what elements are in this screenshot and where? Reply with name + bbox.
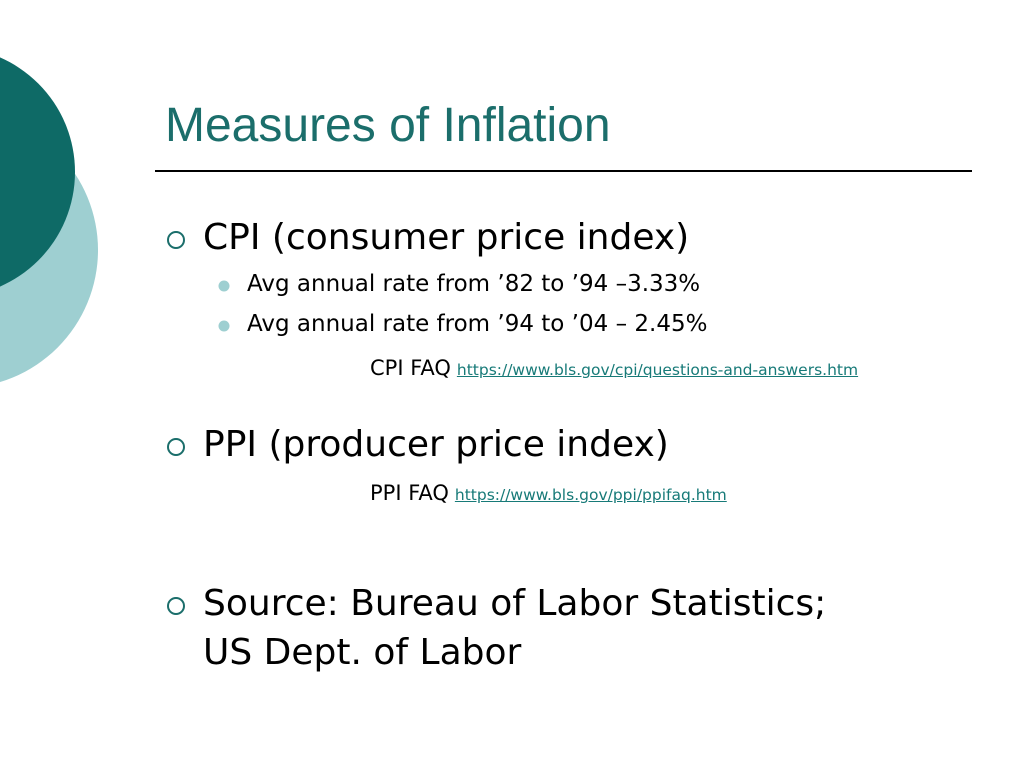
slide-title: Measures of Inflation	[165, 99, 611, 152]
sub-bullet-marker	[218, 320, 230, 332]
faq-line: PPI FAQ https://www.bls.gov/ppi/ppifaq.ht…	[370, 483, 727, 504]
sub-bullet: Avg annual rate from ’94 to ’04 – 2.45%	[247, 311, 708, 337]
bullet: Source: Bureau of Labor Statistics;	[203, 583, 827, 624]
bullet: PPI (producer price index)	[203, 424, 669, 465]
bullet-marker	[167, 597, 185, 615]
faq-link[interactable]: https://www.bls.gov/cpi/questions-and-an…	[456, 361, 859, 379]
faq-label: CPI FAQ	[370, 356, 451, 380]
faq-link[interactable]: https://www.bls.gov/ppi/ppifaq.htm	[454, 486, 727, 504]
faq-label: PPI FAQ	[370, 481, 449, 505]
bullet: CPI (consumer price index)	[203, 217, 690, 258]
dark-circle	[0, 57, 75, 287]
bullet-marker	[167, 438, 185, 456]
sub-bullet-marker	[218, 280, 230, 292]
bullet: US Dept. of Labor	[203, 632, 522, 673]
faq-line: CPI FAQ https://www.bls.gov/cpi/questions…	[370, 358, 858, 379]
bullet-marker	[167, 231, 185, 249]
sub-bullet: Avg annual rate from ’82 to ’94 –3.33%	[247, 271, 701, 297]
